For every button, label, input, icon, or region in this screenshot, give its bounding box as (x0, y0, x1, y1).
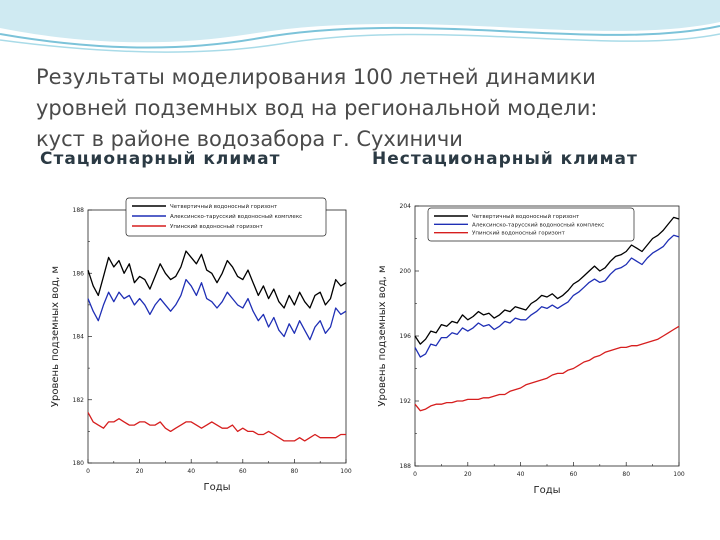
x-tick-label: 20 (136, 468, 144, 475)
x-tick-label: 40 (187, 468, 195, 475)
x-tick-label: 20 (464, 471, 472, 478)
panel-heading-nonstationary: Нестационарный климат (372, 149, 638, 169)
x-tick-label: 0 (413, 471, 417, 478)
y-tick-label: 188 (400, 463, 412, 470)
plot-frame (414, 205, 680, 467)
panel-heading-stationary: Стационарный климат (40, 149, 281, 169)
x-tick-label: 80 (622, 471, 630, 478)
chart-nonstationary: 0 20 40 60 80 100 188 192 196 200 204 Годы Уровень п… (377, 203, 685, 496)
y-axis-label: Уровень подземных вод, м (50, 266, 61, 407)
series-line-3 (87, 412, 346, 442)
chart-stationary: 0 20 40 60 80 100 180 182 184 186 188 Годы Уровень п… (50, 197, 352, 493)
series-line-1 (414, 216, 680, 345)
header-wave-fill (0, 0, 720, 43)
slide-title: Результаты моделирования 100 летней дина… (36, 62, 676, 155)
x-tick-label: 60 (239, 468, 247, 475)
y-tick-label: 200 (400, 268, 412, 275)
y-tick-label: 186 (73, 270, 85, 277)
x-tick-label: 0 (86, 468, 90, 475)
legend-label: Четвертичный водоносный горизонт (170, 203, 278, 210)
y-tick-label: 196 (400, 333, 412, 340)
series-line-2 (414, 234, 680, 358)
chart-panel-stationary: 0 20 40 60 80 100 180 182 184 186 188 Годы Уровень п… (40, 193, 358, 499)
chart-panel-nonstationary: 0 20 40 60 80 100 188 192 196 200 204 Годы Уровень п… (368, 193, 686, 499)
y-tick-label: 180 (73, 460, 85, 467)
header-wave-background (0, 0, 720, 53)
y-tick-label: 184 (73, 334, 85, 341)
series-line-2 (87, 278, 347, 341)
legend-label: Упинский водоносный горизонт (170, 223, 264, 230)
x-tick-label: 60 (570, 471, 578, 478)
series-line-1 (87, 250, 347, 309)
header-wave-line (0, 25, 720, 49)
x-axis-label: Годы (203, 482, 230, 493)
x-tick-label: 100 (673, 471, 685, 478)
legend-label: Четвертичный водоносный горизонт (472, 213, 580, 220)
slide-title-line-1: Результаты моделирования 100 летней дина… (36, 65, 596, 89)
series-line-3 (414, 325, 680, 412)
legend-label: Алексинско-тарусский водоносный комплекс (170, 213, 302, 220)
y-tick-label: 204 (400, 203, 412, 210)
y-tick-label: 182 (73, 397, 85, 404)
legend-box (125, 197, 327, 237)
legend-box (427, 207, 635, 242)
legend-label: Упинский водоносный горизонт (472, 230, 566, 237)
header-wave-line-2 (0, 33, 720, 53)
x-tick-label: 40 (517, 471, 525, 478)
x-tick-label: 80 (291, 468, 299, 475)
y-axis-label: Уровень подземных вод, м (377, 265, 388, 406)
slide-title-line-2: уровней подземных вод на региональной мо… (36, 96, 598, 120)
legend-label: Алексинско-тарусский водоносный комплекс (472, 221, 604, 228)
y-tick-label: 192 (400, 398, 412, 405)
x-axis-label: Годы (533, 485, 560, 496)
y-tick-label: 188 (73, 207, 85, 214)
slide-title-line-3: куст в районе водозабора г. Сухиничи (36, 127, 463, 151)
x-tick-label: 100 (340, 468, 352, 475)
